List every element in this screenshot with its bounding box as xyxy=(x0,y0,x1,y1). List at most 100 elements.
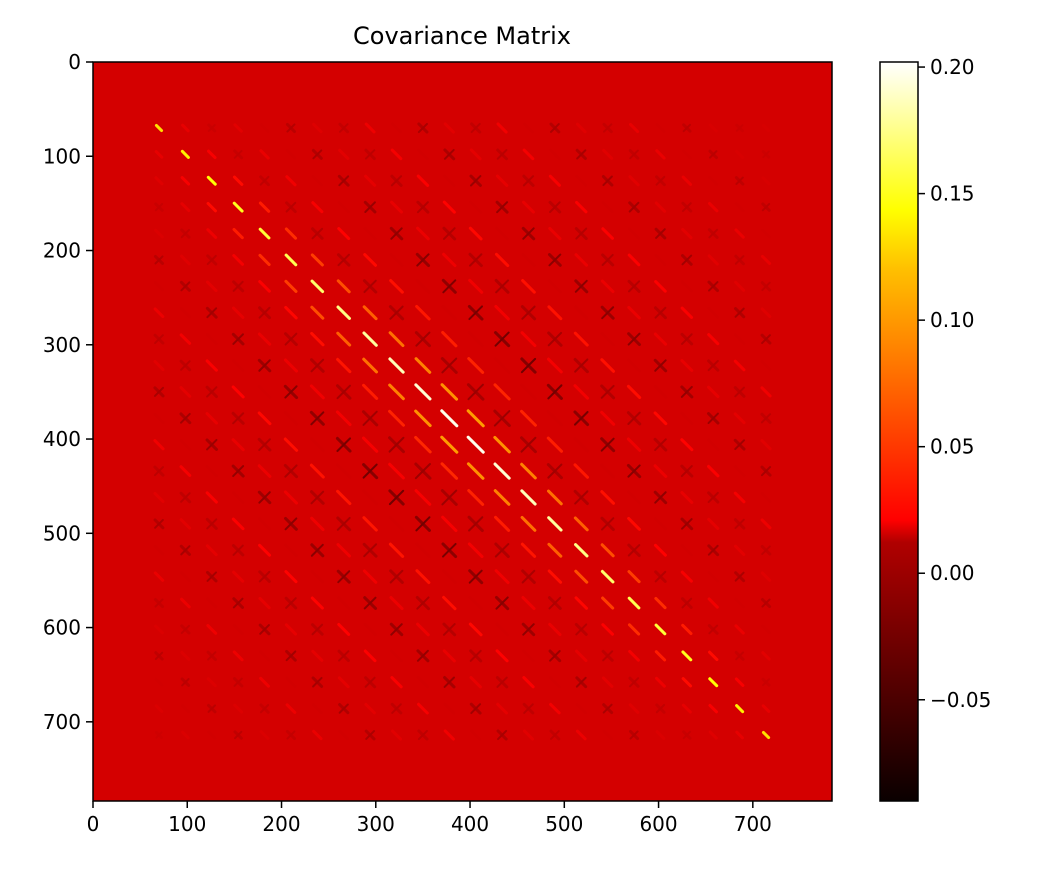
heatmap-cell xyxy=(575,649,588,663)
heatmap-cell xyxy=(231,359,245,372)
heatmap-cell xyxy=(207,730,217,740)
heatmap-cell xyxy=(309,437,325,453)
heatmap-cell xyxy=(206,438,218,451)
heatmap-cell xyxy=(681,623,693,636)
heatmap-cell xyxy=(231,306,245,319)
heatmap-cell xyxy=(494,515,511,532)
heatmap-cell xyxy=(707,464,720,478)
heatmap-cell xyxy=(336,384,351,400)
heatmap-cell xyxy=(180,704,190,714)
heatmap-cell xyxy=(495,649,509,663)
heatmap-cell xyxy=(388,542,405,558)
heatmap-cell xyxy=(762,150,770,159)
x-tick-label: 600 xyxy=(639,812,677,836)
heatmap-cell xyxy=(258,359,271,372)
x-tick-label: 100 xyxy=(168,812,206,836)
heatmap-cell xyxy=(654,623,667,636)
heatmap-cell xyxy=(154,624,164,635)
heatmap-cell xyxy=(442,649,456,663)
heatmap-cell xyxy=(206,624,218,635)
heatmap-cell xyxy=(681,175,693,186)
heatmap-cell xyxy=(312,729,323,741)
heatmap-cell xyxy=(285,703,297,714)
heatmap-cell xyxy=(496,676,508,688)
heatmap-cell xyxy=(495,596,509,610)
heatmap-cell xyxy=(442,252,457,268)
heatmap-cell xyxy=(549,650,561,662)
heatmap-cell xyxy=(520,542,537,558)
heatmap-cell xyxy=(153,360,165,372)
heatmap-cell xyxy=(496,122,508,134)
heatmap-cell xyxy=(655,703,666,714)
heatmap-cell xyxy=(574,279,588,293)
heatmap-cell xyxy=(495,279,510,294)
heatmap-cell xyxy=(286,123,296,133)
colorbar-tick-label: 0.10 xyxy=(930,308,975,332)
heatmap-cell xyxy=(522,122,534,134)
heatmap-cell xyxy=(388,462,405,480)
heatmap-cell xyxy=(311,703,323,715)
heatmap-cell xyxy=(520,489,537,506)
heatmap-cell xyxy=(708,677,719,688)
heatmap-cell xyxy=(522,200,535,214)
heatmap-cell xyxy=(574,543,589,558)
heatmap-cell xyxy=(681,227,693,240)
y-tick-label: 500 xyxy=(43,521,81,545)
heatmap-cell xyxy=(574,305,589,320)
heatmap-cell xyxy=(733,491,746,504)
heatmap-cell xyxy=(205,359,218,372)
heatmap-cell xyxy=(310,596,324,610)
heatmap-cell xyxy=(232,623,244,636)
heatmap-cell xyxy=(390,200,403,214)
heatmap-cell xyxy=(466,435,485,454)
heatmap-cell xyxy=(391,703,402,714)
heatmap-cell xyxy=(735,651,745,661)
heatmap-cell xyxy=(761,624,771,635)
heatmap-cell xyxy=(655,149,666,160)
heatmap-cell xyxy=(680,411,694,425)
heatmap-cell xyxy=(708,175,719,186)
heatmap-cell xyxy=(708,624,719,635)
heatmap-cell xyxy=(415,331,431,347)
heatmap-cell xyxy=(681,650,693,662)
heatmap-cell xyxy=(493,435,511,454)
heatmap-cell xyxy=(627,305,641,320)
heatmap-cell xyxy=(549,702,561,715)
heatmap-cell xyxy=(680,306,694,319)
heatmap-cell xyxy=(258,438,271,452)
heatmap-cell xyxy=(337,622,351,636)
heatmap-cell xyxy=(232,201,244,213)
heatmap-cell xyxy=(468,595,483,611)
heatmap-cell xyxy=(627,570,641,584)
heatmap-cell xyxy=(600,279,615,294)
heatmap-cell xyxy=(546,357,563,374)
heatmap-cell xyxy=(231,385,245,399)
heatmap-cell xyxy=(654,306,667,319)
heatmap-cell xyxy=(363,226,377,241)
heatmap-cell xyxy=(232,412,245,425)
heatmap-cell xyxy=(389,569,404,584)
heatmap-cell xyxy=(493,357,511,374)
heatmap-cell xyxy=(548,253,562,267)
heatmap-cell xyxy=(338,175,350,187)
heatmap-cell xyxy=(496,702,508,715)
heatmap-cell xyxy=(362,305,378,321)
heatmap-cell xyxy=(284,305,298,320)
heatmap-cell xyxy=(153,412,165,424)
heatmap-cell xyxy=(415,542,431,559)
heatmap-cell xyxy=(338,650,350,662)
heatmap-background xyxy=(93,62,832,801)
heatmap-cell xyxy=(416,253,430,267)
heatmap-cell xyxy=(232,597,244,609)
heatmap-cell xyxy=(627,227,641,240)
x-tick-label: 300 xyxy=(357,812,395,836)
heatmap-cell xyxy=(310,516,325,532)
heatmap-cell xyxy=(311,201,324,214)
heatmap-cell xyxy=(733,333,746,345)
heatmap-cell xyxy=(760,491,772,503)
heatmap-cell xyxy=(232,254,245,266)
heatmap-cell xyxy=(362,516,378,532)
heatmap-cell xyxy=(681,202,692,213)
heatmap-cell xyxy=(761,704,771,713)
heatmap-cell xyxy=(443,174,456,187)
